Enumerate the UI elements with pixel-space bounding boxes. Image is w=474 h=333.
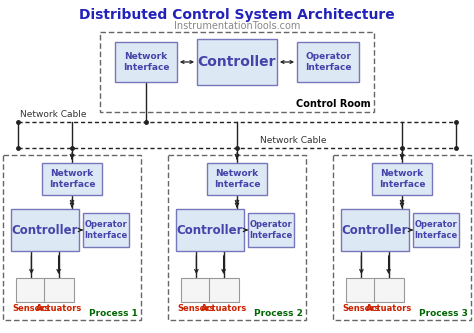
Text: Network
Interface: Network Interface — [214, 169, 260, 189]
Bar — [168, 155, 306, 320]
Text: Operator
Interface: Operator Interface — [305, 52, 351, 72]
Text: Operator
Interface: Operator Interface — [84, 220, 128, 240]
Text: Controller: Controller — [342, 223, 408, 236]
Text: Distributed Control System Architecture: Distributed Control System Architecture — [79, 8, 395, 22]
Text: Sensors: Sensors — [343, 304, 380, 313]
Text: Control Room: Control Room — [296, 99, 371, 109]
Bar — [176, 209, 244, 251]
Text: Operator
Interface: Operator Interface — [249, 220, 292, 240]
Bar — [3, 155, 141, 320]
Text: Controller: Controller — [177, 223, 243, 236]
Text: Network
Interface: Network Interface — [379, 169, 425, 189]
Text: Sensors: Sensors — [178, 304, 215, 313]
Bar — [333, 155, 471, 320]
Bar — [100, 32, 374, 112]
Bar — [341, 209, 409, 251]
Bar — [11, 209, 79, 251]
Text: Controller: Controller — [198, 55, 276, 69]
Bar — [374, 278, 403, 302]
Text: Actuators: Actuators — [36, 304, 82, 313]
Bar — [83, 213, 129, 247]
Text: InstrumentationTools.com: InstrumentationTools.com — [174, 21, 300, 31]
Text: Process 2: Process 2 — [254, 309, 303, 318]
Text: Operator
Interface: Operator Interface — [414, 220, 457, 240]
Bar — [42, 163, 102, 195]
Bar — [207, 163, 267, 195]
Bar — [413, 213, 459, 247]
Bar — [209, 278, 238, 302]
Text: Network
Interface: Network Interface — [49, 169, 95, 189]
Text: Actuators: Actuators — [201, 304, 247, 313]
Bar — [346, 278, 376, 302]
Text: Sensors: Sensors — [13, 304, 50, 313]
Bar — [115, 42, 177, 82]
Text: Network
Interface: Network Interface — [123, 52, 169, 72]
Text: Network Cable: Network Cable — [20, 110, 86, 119]
Bar — [248, 213, 294, 247]
Text: Actuators: Actuators — [365, 304, 412, 313]
Bar — [182, 278, 211, 302]
Bar — [44, 278, 73, 302]
Bar — [197, 39, 277, 85]
Text: Network Cable: Network Cable — [260, 136, 327, 145]
Text: Process 1: Process 1 — [89, 309, 138, 318]
Bar — [17, 278, 46, 302]
Bar — [372, 163, 432, 195]
Text: Process 3: Process 3 — [419, 309, 468, 318]
Text: Controller: Controller — [12, 223, 78, 236]
Bar — [297, 42, 359, 82]
